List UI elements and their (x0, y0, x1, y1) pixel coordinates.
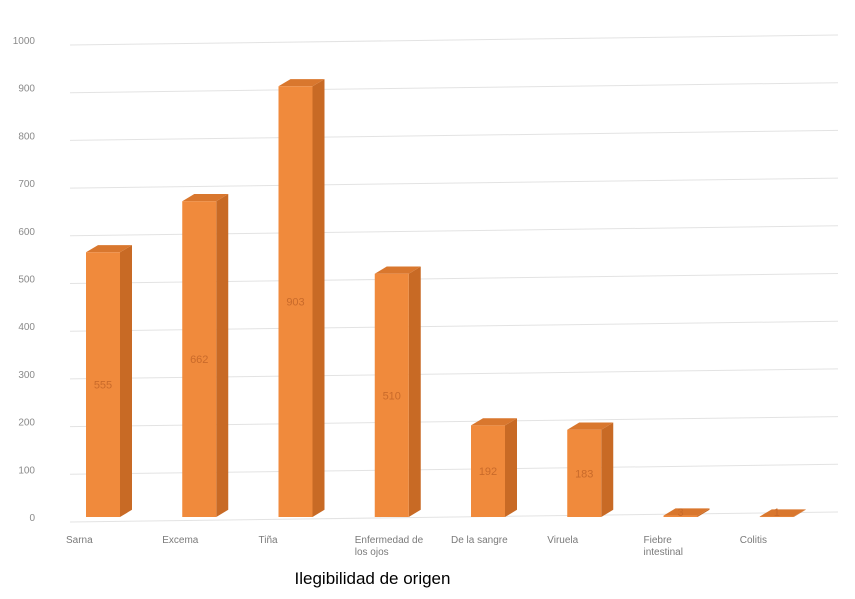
y-tick-label: 100 (18, 465, 35, 476)
bar-group: 903 (278, 79, 325, 518)
x-tick-label: De la sangre (451, 535, 508, 546)
bar-chart: 0 100 200 300 400 500 600 700 800 900 1000 555 662 9… (13, 34, 839, 558)
y-tick-label: 400 (18, 322, 35, 333)
bar-group: 510 (374, 266, 421, 517)
x-tick-label: Fiebre intestinal (644, 535, 683, 558)
bar-group: 192 (471, 418, 517, 517)
x-axis-title: Ilegibilidad de origen (294, 569, 451, 588)
bar-group: 555 (86, 245, 132, 517)
bar-top (86, 245, 132, 253)
bar-top (759, 509, 806, 517)
x-tick-label: Colitis (740, 535, 767, 546)
y-tick-label: 500 (18, 275, 35, 286)
bar-top (567, 422, 614, 430)
y-tick-label: 300 (18, 370, 35, 381)
bar-side (216, 194, 229, 517)
x-tick-label: Tiña (259, 535, 279, 546)
bar-side (120, 245, 132, 517)
bar-side (505, 418, 517, 517)
bar-side (408, 266, 421, 517)
y-tick-label: 0 (29, 513, 35, 524)
bar-side (697, 508, 710, 517)
x-axis: Sarna Excema Tiña Enfermedad de los ojos De l… (66, 535, 767, 558)
y-tick-label: 1000 (13, 36, 36, 47)
gridline (69, 129, 839, 141)
bar-top (471, 418, 517, 426)
y-tick-label: 800 (18, 131, 35, 142)
gridline (69, 177, 839, 189)
data-label: 510 (383, 390, 401, 402)
data-label: 662 (190, 354, 208, 366)
bar-top (663, 508, 710, 516)
bar-side (793, 509, 806, 517)
x-tick-label: Enfermedad de los ojos (355, 535, 424, 558)
y-tick-label: 900 (18, 84, 35, 95)
bar (182, 201, 217, 517)
data-label: 555 (94, 380, 112, 392)
data-label: 3 (677, 507, 683, 519)
bar-side (312, 79, 325, 517)
bar (86, 252, 120, 517)
x-tick-label: Excema (162, 535, 199, 546)
bar-group: 1 (759, 507, 806, 519)
x-tick-label: Viruela (547, 535, 578, 546)
bar (663, 515, 698, 517)
data-label: 192 (479, 466, 497, 478)
bar (567, 429, 602, 517)
bar-top (182, 194, 229, 202)
bar-side (601, 422, 614, 517)
data-label: 1 (774, 507, 780, 519)
bar-group: 183 (567, 422, 614, 517)
y-tick-label: 200 (18, 418, 35, 429)
data-label: 903 (286, 297, 304, 309)
bars: 555 662 903 510 192 183 3 1 (86, 79, 806, 519)
bar-top (374, 266, 421, 274)
gridline (69, 511, 839, 523)
bar (374, 273, 409, 517)
gridline (69, 82, 839, 94)
y-tick-label: 700 (18, 179, 35, 190)
bar-group: 3 (663, 507, 710, 519)
y-tick-label: 600 (18, 227, 35, 238)
x-tick-label: Sarna (66, 535, 93, 546)
y-axis: 0 100 200 300 400 500 600 700 800 900 1000 (13, 36, 36, 524)
bar (471, 425, 505, 517)
data-label: 183 (575, 468, 593, 480)
bar-top (278, 79, 325, 87)
bar (759, 516, 794, 518)
bar-group: 662 (182, 194, 229, 517)
bar (278, 86, 313, 518)
gridline (69, 34, 839, 46)
